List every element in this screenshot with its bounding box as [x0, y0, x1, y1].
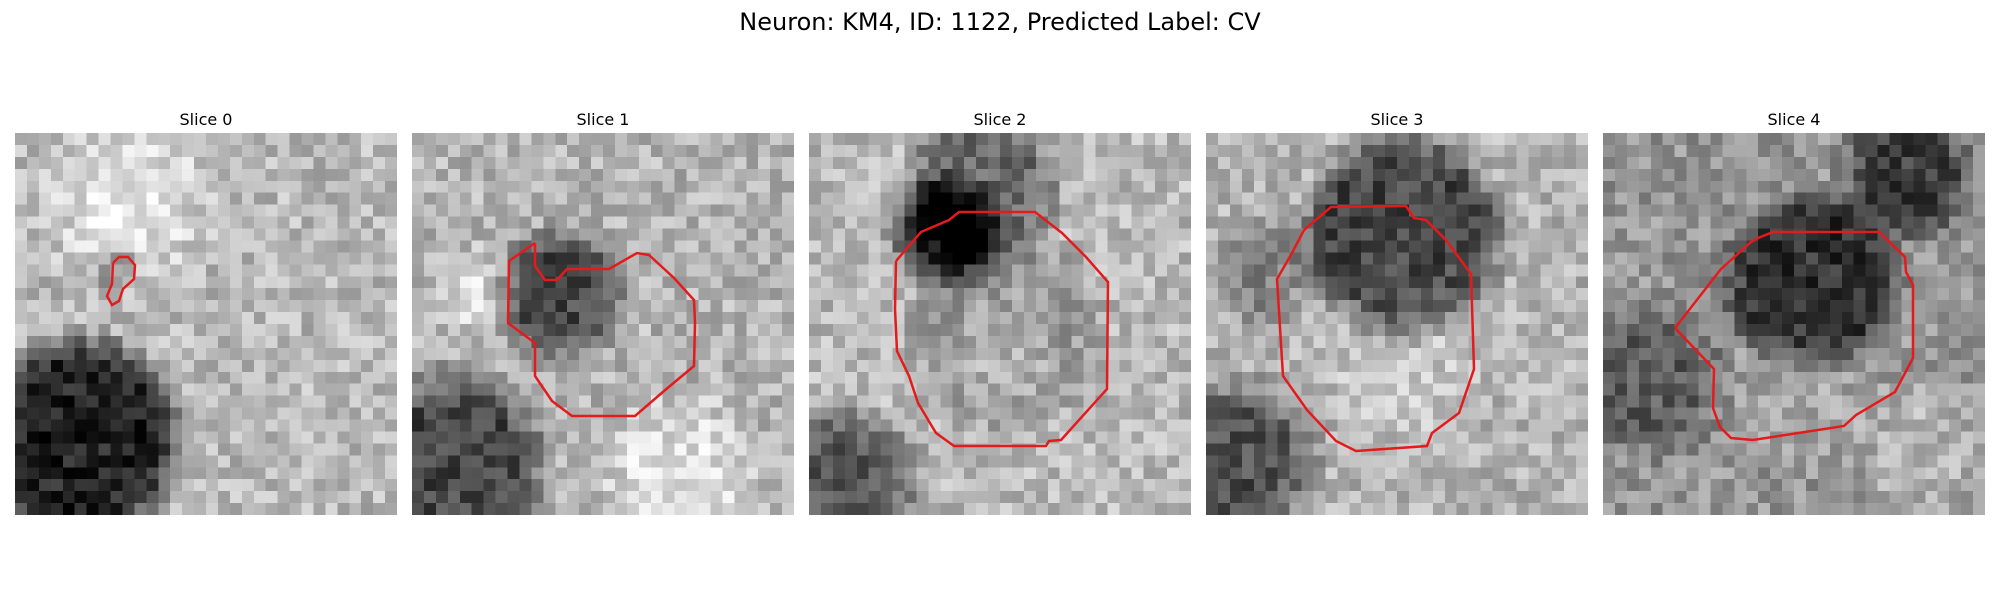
slice-3-contour [1275, 204, 1476, 453]
slice-0-contour [105, 255, 137, 307]
slice-4-image [1603, 133, 1985, 515]
slice-3-image [1206, 133, 1588, 515]
figure-title: Neuron: KM4, ID: 1122, Predicted Label: … [739, 8, 1261, 36]
slice-4-contour [1674, 230, 1915, 442]
slice-2-contour [893, 210, 1110, 448]
slice-2-image [809, 133, 1191, 515]
slice-4-title: Slice 4 [1767, 110, 1821, 129]
slice-2-title: Slice 2 [973, 110, 1027, 129]
slice-0-title: Slice 0 [179, 110, 233, 129]
slice-3-title: Slice 3 [1370, 110, 1424, 129]
slice-1-image [412, 133, 794, 515]
slice-1-contour [506, 241, 697, 418]
slice-0-image [15, 133, 397, 515]
slice-1-title: Slice 1 [576, 110, 630, 129]
